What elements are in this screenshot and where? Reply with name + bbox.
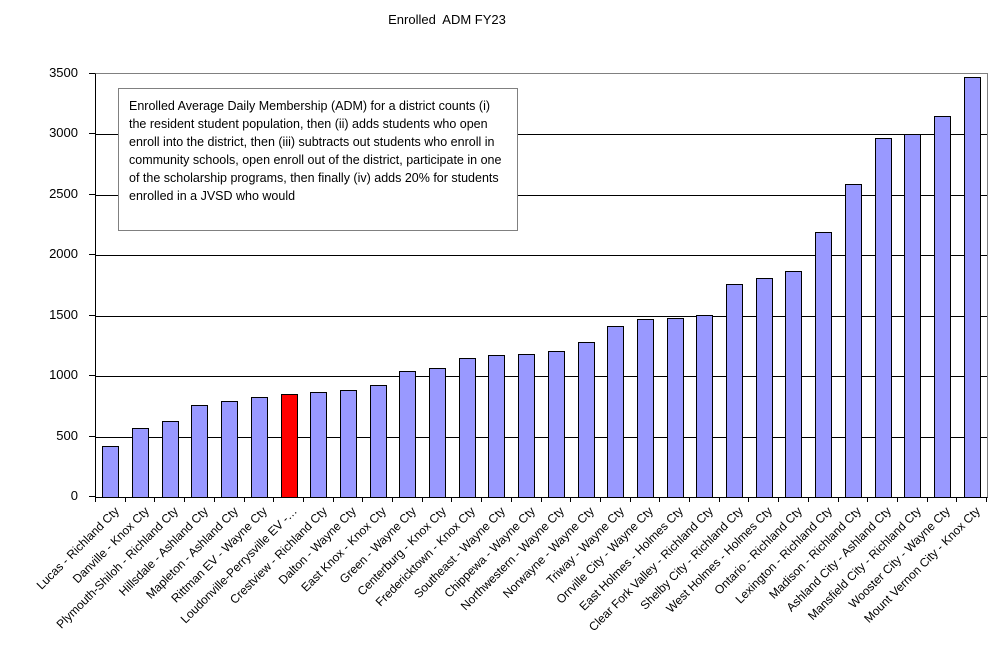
x-axis-tick (392, 497, 393, 502)
y-axis-tick (89, 435, 95, 437)
y-axis-tick-label: 2500 (49, 185, 78, 201)
x-axis-tick (332, 497, 334, 502)
gridline (96, 194, 987, 196)
y-axis-tick (89, 193, 95, 195)
y-axis-tick-label: 2000 (49, 246, 78, 262)
bar (221, 400, 239, 497)
x-axis-tick (807, 497, 809, 502)
x-axis-tick (540, 497, 542, 502)
bar (874, 138, 892, 497)
x-axis-tick (481, 497, 483, 502)
bar (310, 391, 328, 497)
x-axis-tick (362, 497, 364, 502)
x-axis-tick (867, 497, 869, 502)
bar (547, 350, 565, 497)
y-axis-tick-label: 1000 (49, 367, 78, 383)
x-axis-tick (451, 497, 453, 502)
bar (636, 319, 654, 497)
gridline (96, 315, 987, 317)
y-axis-tick-label: 3000 (49, 125, 78, 141)
y-axis-tick-label: 500 (56, 427, 78, 443)
x-axis-tick (748, 497, 750, 502)
bar-highlighted (280, 393, 298, 497)
bar (815, 231, 833, 497)
bar (369, 385, 387, 497)
bar (250, 397, 268, 497)
bar (904, 134, 922, 497)
bar (458, 358, 476, 497)
gridline (96, 376, 987, 378)
bar (191, 405, 209, 497)
x-axis-tick (599, 497, 601, 502)
x-axis-tick (689, 497, 690, 502)
y-axis-tick (89, 254, 95, 256)
bar (933, 115, 951, 497)
bar (161, 421, 179, 497)
bar (518, 353, 536, 497)
y-axis-tick (89, 73, 95, 74)
bar (132, 428, 150, 497)
bar (102, 445, 120, 497)
bar (488, 355, 506, 497)
x-axis-tick (510, 497, 512, 502)
x-axis-tick (986, 497, 987, 502)
x-axis-tick (629, 497, 631, 502)
x-axis-tick (778, 497, 780, 502)
y-axis-tick-label: 1500 (49, 306, 78, 322)
x-axis-tick (184, 497, 186, 502)
x-axis-tick (896, 497, 898, 502)
y-axis-tick-label: 3500 (49, 65, 78, 80)
bar (399, 371, 417, 497)
annotation-box: Enrolled Average Daily Membership (ADM) … (118, 88, 518, 231)
x-axis-tick (95, 497, 96, 502)
y-axis-tick-label: 0 (70, 488, 78, 503)
x-axis-tick (659, 497, 661, 502)
x-axis-tick (124, 497, 126, 502)
x-axis-tick (273, 497, 275, 502)
x-axis-tick (837, 497, 839, 502)
bar (607, 326, 625, 497)
gridline (96, 255, 987, 257)
x-axis-tick (926, 497, 928, 502)
y-axis-tick (89, 133, 95, 135)
chart-title: Enrolled ADM FY23 (388, 12, 506, 27)
x-axis-tick (421, 497, 423, 502)
bar (755, 277, 773, 497)
x-axis-tick (154, 497, 156, 502)
annotation-text: Enrolled Average Daily Membership (ADM) … (129, 99, 502, 203)
x-axis-tick (570, 497, 572, 502)
bar (963, 77, 981, 497)
bar (429, 368, 447, 497)
x-axis-tick (243, 497, 245, 502)
y-axis-tick (89, 496, 95, 497)
bar (785, 271, 803, 497)
x-axis-tick (718, 497, 720, 502)
gridline (96, 134, 987, 136)
x-axis-tick (956, 497, 958, 502)
plot-area (95, 73, 988, 498)
bar (696, 314, 714, 497)
bar (726, 284, 744, 497)
bar (844, 183, 862, 497)
x-axis-tick (302, 497, 304, 502)
bar (577, 341, 595, 497)
gridline (96, 436, 987, 438)
y-axis-tick (89, 314, 95, 316)
bar (666, 318, 684, 497)
y-axis-tick (89, 375, 95, 377)
x-axis-tick (213, 497, 215, 502)
bar (339, 390, 357, 497)
